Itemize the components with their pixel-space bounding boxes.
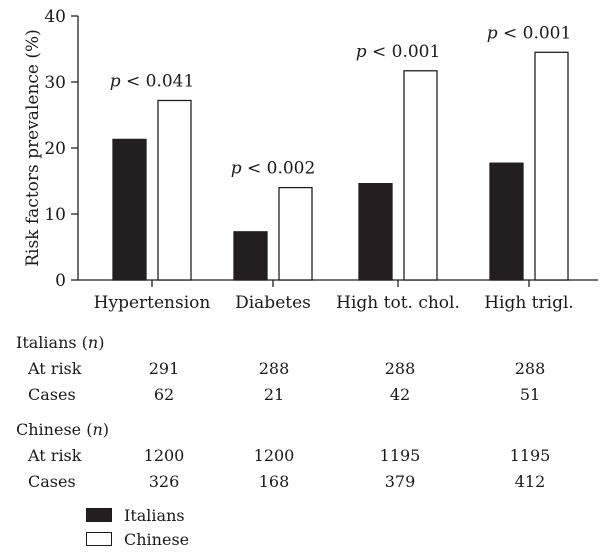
y-tick-label: 0	[55, 271, 66, 291]
bar-chinese	[404, 71, 437, 280]
bar-italians	[113, 139, 146, 280]
table-cell: 288	[259, 359, 290, 378]
table-cell: 62	[154, 385, 174, 404]
table-cell: 21	[264, 385, 284, 404]
table-cell: 1195	[510, 446, 551, 465]
legend-swatch-italians	[86, 508, 112, 522]
x-tick-label: High trigl.	[484, 293, 574, 313]
table-group-title: Chinese (n)	[16, 420, 109, 439]
bar-chinese	[279, 188, 312, 280]
legend-label-chinese: Chinese	[124, 530, 189, 549]
legend-item-chinese: Chinese	[86, 527, 189, 551]
bar-chinese	[158, 100, 191, 280]
p-value-annotation: p < 0.041	[110, 71, 195, 91]
table-cell: 1200	[144, 446, 185, 465]
bar-chart: 0 10 20 30 40 Hypertension Diabetes High tot. c…	[0, 0, 610, 330]
table-cell: 51	[520, 385, 540, 404]
p-value-annotation: p < 0.002	[231, 159, 316, 179]
legend-label-italians: Italians	[124, 506, 185, 525]
table-cell: 326	[149, 472, 180, 491]
table-cell: 288	[385, 359, 416, 378]
table-cell: 1200	[254, 446, 295, 465]
y-tick-label: 20	[44, 139, 66, 159]
p-value-annotation: p < 0.001	[356, 42, 441, 62]
table-row-label: At risk	[28, 359, 81, 378]
y-axis-label: Risk factors prevalence (%)	[23, 29, 43, 267]
table-cell: 42	[390, 385, 410, 404]
table-row-label: Cases	[28, 472, 76, 491]
x-tick-label: Diabetes	[235, 293, 311, 313]
y-tick-label: 30	[44, 73, 66, 93]
table-row-label: Cases	[28, 385, 76, 404]
legend: Italians Chinese	[86, 503, 189, 551]
y-tick-label: 40	[44, 7, 66, 27]
p-value-annotation: p < 0.001	[487, 23, 572, 43]
legend-swatch-chinese	[86, 532, 112, 546]
table-row-label: At risk	[28, 446, 81, 465]
bar-italians	[490, 163, 523, 280]
bar-chinese	[535, 52, 568, 280]
bar-italians	[359, 184, 392, 280]
legend-item-italians: Italians	[86, 503, 189, 527]
table-cell: 379	[385, 472, 416, 491]
table-cell: 291	[149, 359, 180, 378]
x-tick-label: Hypertension	[94, 293, 211, 313]
y-tick-label: 10	[44, 205, 66, 225]
table-cell: 412	[515, 472, 546, 491]
table-cell: 1195	[380, 446, 421, 465]
table-cell: 168	[259, 472, 290, 491]
table-cell: 288	[515, 359, 546, 378]
table-group-title: Italians (n)	[16, 333, 104, 352]
bar-italians	[234, 232, 267, 280]
x-tick-label: High tot. chol.	[336, 293, 460, 313]
